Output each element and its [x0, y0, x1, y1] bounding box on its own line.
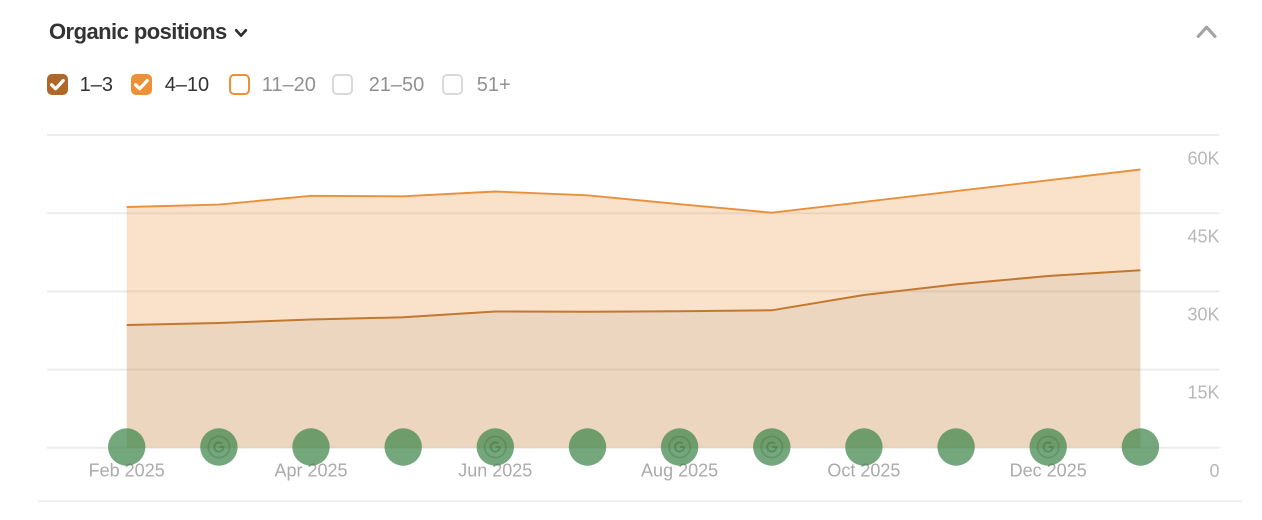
- svg-text:60K: 60K: [1187, 149, 1219, 169]
- svg-text:Jun 2025: Jun 2025: [458, 461, 532, 481]
- svg-text:15K: 15K: [1187, 383, 1219, 403]
- svg-text:Oct 2025: Oct 2025: [827, 461, 900, 481]
- svg-text:Apr 2025: Apr 2025: [274, 461, 347, 481]
- svg-text:Aug 2025: Aug 2025: [641, 461, 718, 481]
- svg-text:45K: 45K: [1187, 227, 1219, 247]
- svg-text:0: 0: [1209, 461, 1219, 481]
- svg-text:Dec 2025: Dec 2025: [1010, 461, 1087, 481]
- svg-text:30K: 30K: [1187, 305, 1219, 325]
- svg-text:Feb 2025: Feb 2025: [89, 461, 165, 481]
